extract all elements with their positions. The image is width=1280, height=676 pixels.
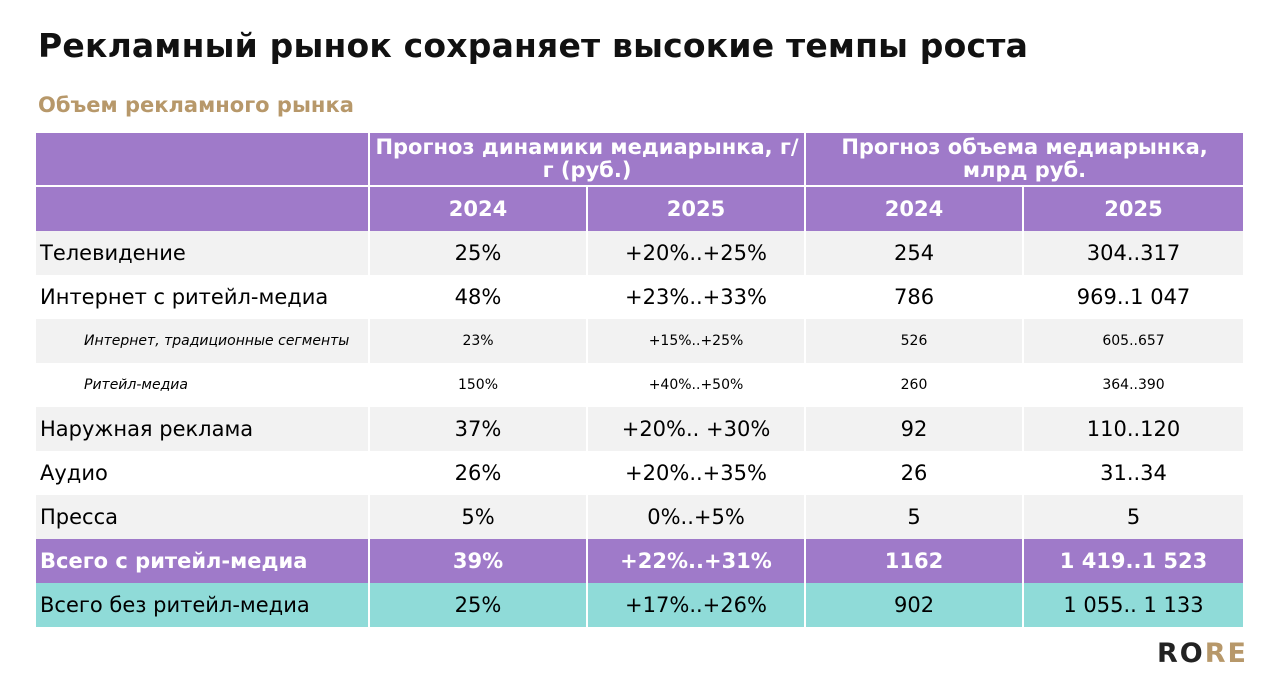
header-year: 2025 xyxy=(1022,185,1244,231)
row-label: Телевидение xyxy=(36,231,369,275)
cell-growth-2025: +20%.. +30% xyxy=(585,407,806,451)
cell-volume-2024: 5 xyxy=(804,495,1024,539)
ad-market-table: Прогноз динамики медиарынка, г/г (руб.) … xyxy=(36,133,1244,627)
cell-volume-2024: 26 xyxy=(804,451,1024,495)
brand-logo: RORE xyxy=(1157,640,1248,667)
cell-growth-2024: 150% xyxy=(368,363,587,407)
table-row: Аудио 26% +20%..+35% 26 31..34 xyxy=(36,451,1244,495)
cell-volume-2024: 786 xyxy=(804,275,1024,319)
row-label: Пресса xyxy=(36,495,369,539)
header-year: 2024 xyxy=(804,185,1024,231)
table-row: Наружная реклама 37% +20%.. +30% 92 110.… xyxy=(36,407,1244,451)
cell-volume-2024: 260 xyxy=(804,363,1024,407)
cell-volume-2024: 526 xyxy=(804,319,1024,363)
cell-growth-2024: 26% xyxy=(368,451,587,495)
cell-growth-2024: 37% xyxy=(368,407,587,451)
cell-growth-2025: +40%..+50% xyxy=(585,363,806,407)
row-label: Интернет с ритейл-медиа xyxy=(40,285,329,309)
table-row: Ритейл-медиа 150% +40%..+50% 260 364..39… xyxy=(36,363,1244,407)
cell-growth-2024: 5% xyxy=(368,495,587,539)
cell-volume-2024: 902 xyxy=(804,583,1024,627)
cell-growth-2024: 39% xyxy=(368,539,587,583)
table-row: Интернет, традиционные сегменты 23% +15%… xyxy=(36,319,1244,363)
cell-growth-2025: +15%..+25% xyxy=(585,319,806,363)
cell-volume-2025: 969..1 047 xyxy=(1022,275,1244,319)
cell-volume-2024: 254 xyxy=(804,231,1024,275)
cell-volume-2025: 31..34 xyxy=(1022,451,1244,495)
cell-volume-2025: 304..317 xyxy=(1022,231,1244,275)
row-label: Всего без ритейл-медиа xyxy=(36,583,369,627)
row-label: Аудио xyxy=(40,461,108,485)
section-subtitle: Объем рекламного рынка xyxy=(38,93,354,117)
cell-growth-2025: +20%..+25% xyxy=(585,231,806,275)
header-growth-forecast: Прогноз динамики медиарынка, г/г (руб.) xyxy=(367,133,806,186)
cell-volume-2025: 605..657 xyxy=(1022,319,1244,363)
cell-volume-2025: 1 055.. 1 133 xyxy=(1022,583,1244,627)
cell-volume-2025: 1 419..1 523 xyxy=(1022,539,1244,583)
table-row: Телевидение 25% +20%..+25% 254 304..317 xyxy=(36,231,1244,275)
page-title: Рекламный рынок сохраняет высокие темпы … xyxy=(38,26,1029,65)
cell-volume-2025: 364..390 xyxy=(1022,363,1244,407)
table-row: Интернет с ритейл-медиа 48% +23%..+33% 7… xyxy=(36,275,1244,319)
group-header-row: Прогноз динамики медиарынка, г/г (руб.) … xyxy=(36,133,1244,186)
year-header-row: 2024 2025 2024 2025 xyxy=(36,185,1244,231)
cell-volume-2025: 110..120 xyxy=(1022,407,1244,451)
header-year: 2025 xyxy=(585,185,806,231)
cell-growth-2024: 48% xyxy=(368,275,587,319)
header-year: 2024 xyxy=(368,185,587,231)
header-volume-forecast: Прогноз объема медиарынка, млрд руб. xyxy=(804,133,1244,186)
cell-growth-2025: +23%..+33% xyxy=(585,275,806,319)
row-label: Ритейл-медиа xyxy=(84,377,188,393)
table-row: Пресса 5% 0%..+5% 5 5 xyxy=(36,495,1244,539)
cell-volume-2024: 1162 xyxy=(804,539,1024,583)
logo-part-ro: RO xyxy=(1157,638,1205,669)
cell-growth-2024: 25% xyxy=(368,231,587,275)
cell-growth-2025: +22%..+31% xyxy=(585,539,806,583)
cell-growth-2025: 0%..+5% xyxy=(585,495,806,539)
cell-growth-2024: 25% xyxy=(368,583,587,627)
cell-growth-2025: +20%..+35% xyxy=(585,451,806,495)
total-row-with-retail: Всего с ритейл-медиа 39% +22%..+31% 1162… xyxy=(36,539,1244,583)
row-label: Интернет, традиционные сегменты xyxy=(36,319,369,363)
cell-volume-2024: 92 xyxy=(804,407,1024,451)
logo-part-re: RE xyxy=(1204,638,1248,669)
cell-growth-2025: +17%..+26% xyxy=(585,583,806,627)
total-row-without-retail: Всего без ритейл-медиа 25% +17%..+26% 90… xyxy=(36,583,1244,627)
cell-volume-2025: 5 xyxy=(1022,495,1244,539)
row-label: Наружная реклама xyxy=(36,407,369,451)
header-blank xyxy=(36,133,369,186)
row-label: Всего с ритейл-медиа xyxy=(36,539,369,583)
header-blank xyxy=(36,185,369,231)
cell-growth-2024: 23% xyxy=(368,319,587,363)
